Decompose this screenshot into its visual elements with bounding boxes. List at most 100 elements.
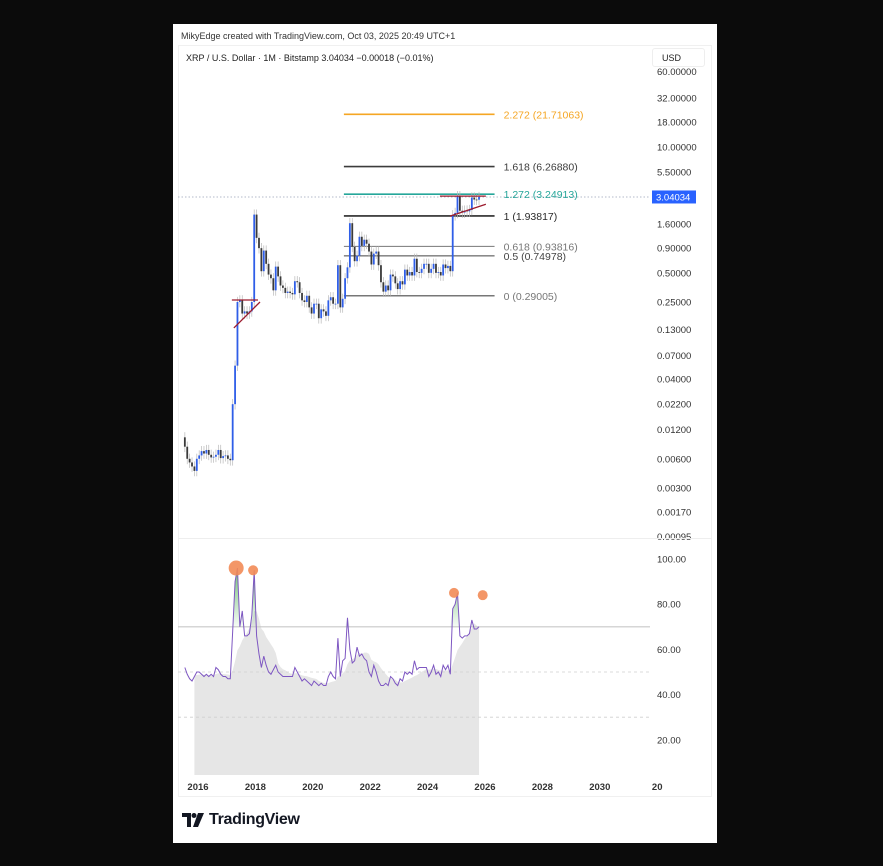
- candle-body: [226, 455, 229, 459]
- rsi-axis-tick: 20.00: [657, 735, 681, 746]
- candle-body: [217, 449, 220, 455]
- candle-body: [451, 215, 454, 272]
- fib-level-label: 1 (1.93817): [504, 211, 558, 223]
- candle-body: [260, 248, 263, 272]
- candle-body: [406, 269, 409, 276]
- price-axis-tick: 18.00000: [657, 118, 697, 129]
- candle-body: [392, 274, 394, 277]
- candle-body: [236, 302, 239, 366]
- candle-body: [456, 196, 459, 213]
- candle-body: [380, 265, 382, 283]
- time-axis-tick: 2030: [589, 782, 610, 793]
- candle-body: [246, 311, 248, 314]
- candle-body: [408, 272, 411, 276]
- last-price-badge: [652, 190, 696, 204]
- candle-body: [377, 251, 380, 266]
- rsi-peak-marker: [449, 587, 460, 598]
- time-axis-tick: 2020: [302, 782, 323, 793]
- rsi-axis-tick: 40.00: [657, 690, 681, 701]
- time-axis-tick: 20: [652, 782, 663, 793]
- fib-level-label: 1.272 (3.24913): [504, 189, 578, 201]
- fib-level-label: 1.618 (6.26880): [504, 162, 578, 174]
- candle-body: [473, 197, 476, 200]
- candle-body: [303, 300, 306, 302]
- candle-body: [315, 303, 318, 305]
- candle-body: [435, 263, 437, 273]
- price-axis-tick: 0.00170: [657, 507, 691, 518]
- candle-body: [284, 287, 287, 293]
- candle-body: [193, 466, 196, 471]
- candle-body: [358, 236, 361, 256]
- candle-body: [411, 272, 413, 276]
- candle-body: [308, 295, 311, 308]
- candle-body: [188, 458, 191, 463]
- candle-body: [375, 251, 378, 254]
- candle-body: [238, 300, 241, 302]
- currency-button[interactable]: USD: [652, 48, 705, 67]
- price-pane: [178, 113, 650, 477]
- candle-body: [387, 285, 390, 291]
- candle-body: [313, 303, 315, 314]
- candle-body: [382, 282, 385, 292]
- candle-body: [253, 214, 256, 302]
- candle-body: [360, 236, 363, 246]
- tradingview-logo: TradingView: [182, 811, 300, 829]
- price-axis-tick: 1.60000: [657, 219, 691, 230]
- candle-body: [200, 451, 203, 456]
- price-axis-tick: 60.00000: [657, 67, 697, 78]
- chart-frame: [178, 45, 712, 797]
- price-axis-tick: 0.02200: [657, 400, 691, 411]
- candle-body: [301, 292, 303, 301]
- candle-body: [191, 462, 193, 467]
- price-axis-tick: 0.25000: [657, 298, 691, 309]
- last-price-label: 3.04034: [656, 192, 690, 203]
- candle-body: [437, 272, 440, 273]
- time-axis-tick: 2028: [532, 782, 553, 793]
- candle-body: [286, 291, 289, 293]
- symbol-legend[interactable]: XRP / U.S. Dollar · 1M · Bitstamp 3.0403…: [186, 53, 434, 63]
- candle-body: [243, 311, 246, 314]
- price-axis-tick: 0.13000: [657, 325, 691, 336]
- rsi-peak-marker: [228, 560, 244, 576]
- candle-body: [267, 263, 270, 275]
- candle-body: [458, 196, 461, 211]
- candle-body: [470, 197, 473, 211]
- rsi-axis-tick: 60.00: [657, 645, 681, 656]
- candle-body: [231, 404, 234, 461]
- candle-body: [415, 258, 418, 273]
- candle-body: [430, 268, 433, 273]
- rsi-line: [184, 567, 480, 687]
- candle-body: [325, 311, 327, 316]
- candle-body: [337, 265, 339, 304]
- time-axis-tick: 2016: [187, 782, 208, 793]
- time-axis-tick: 2022: [360, 782, 381, 793]
- candle-body: [399, 281, 401, 290]
- candle-body: [468, 210, 471, 212]
- candle-body: [478, 196, 480, 200]
- time-axis-tick: 2024: [417, 782, 439, 793]
- candle-body: [296, 281, 299, 283]
- candle-body: [250, 302, 253, 312]
- time-axis-tick: 2026: [474, 782, 495, 793]
- candle-body: [210, 454, 213, 458]
- candle-body: [270, 274, 272, 279]
- candle-body: [401, 281, 404, 285]
- candle-body: [262, 250, 265, 272]
- candle-body: [423, 263, 425, 269]
- candle-body: [341, 298, 344, 308]
- candle-body: [212, 456, 215, 458]
- candle-body: [205, 449, 208, 454]
- price-axis-tick: 0.00300: [657, 483, 691, 494]
- candle-body: [322, 309, 325, 312]
- candle-body: [265, 250, 268, 264]
- rsi-overbought-fill: [184, 568, 480, 627]
- candle-body: [298, 282, 301, 293]
- candle-body: [234, 365, 236, 405]
- candle-body: [320, 309, 323, 319]
- price-axis-tick: 32.00000: [657, 94, 697, 105]
- trendline: [233, 301, 261, 329]
- candle-body: [418, 272, 421, 273]
- candle-body: [229, 458, 232, 461]
- candle-body: [203, 451, 205, 454]
